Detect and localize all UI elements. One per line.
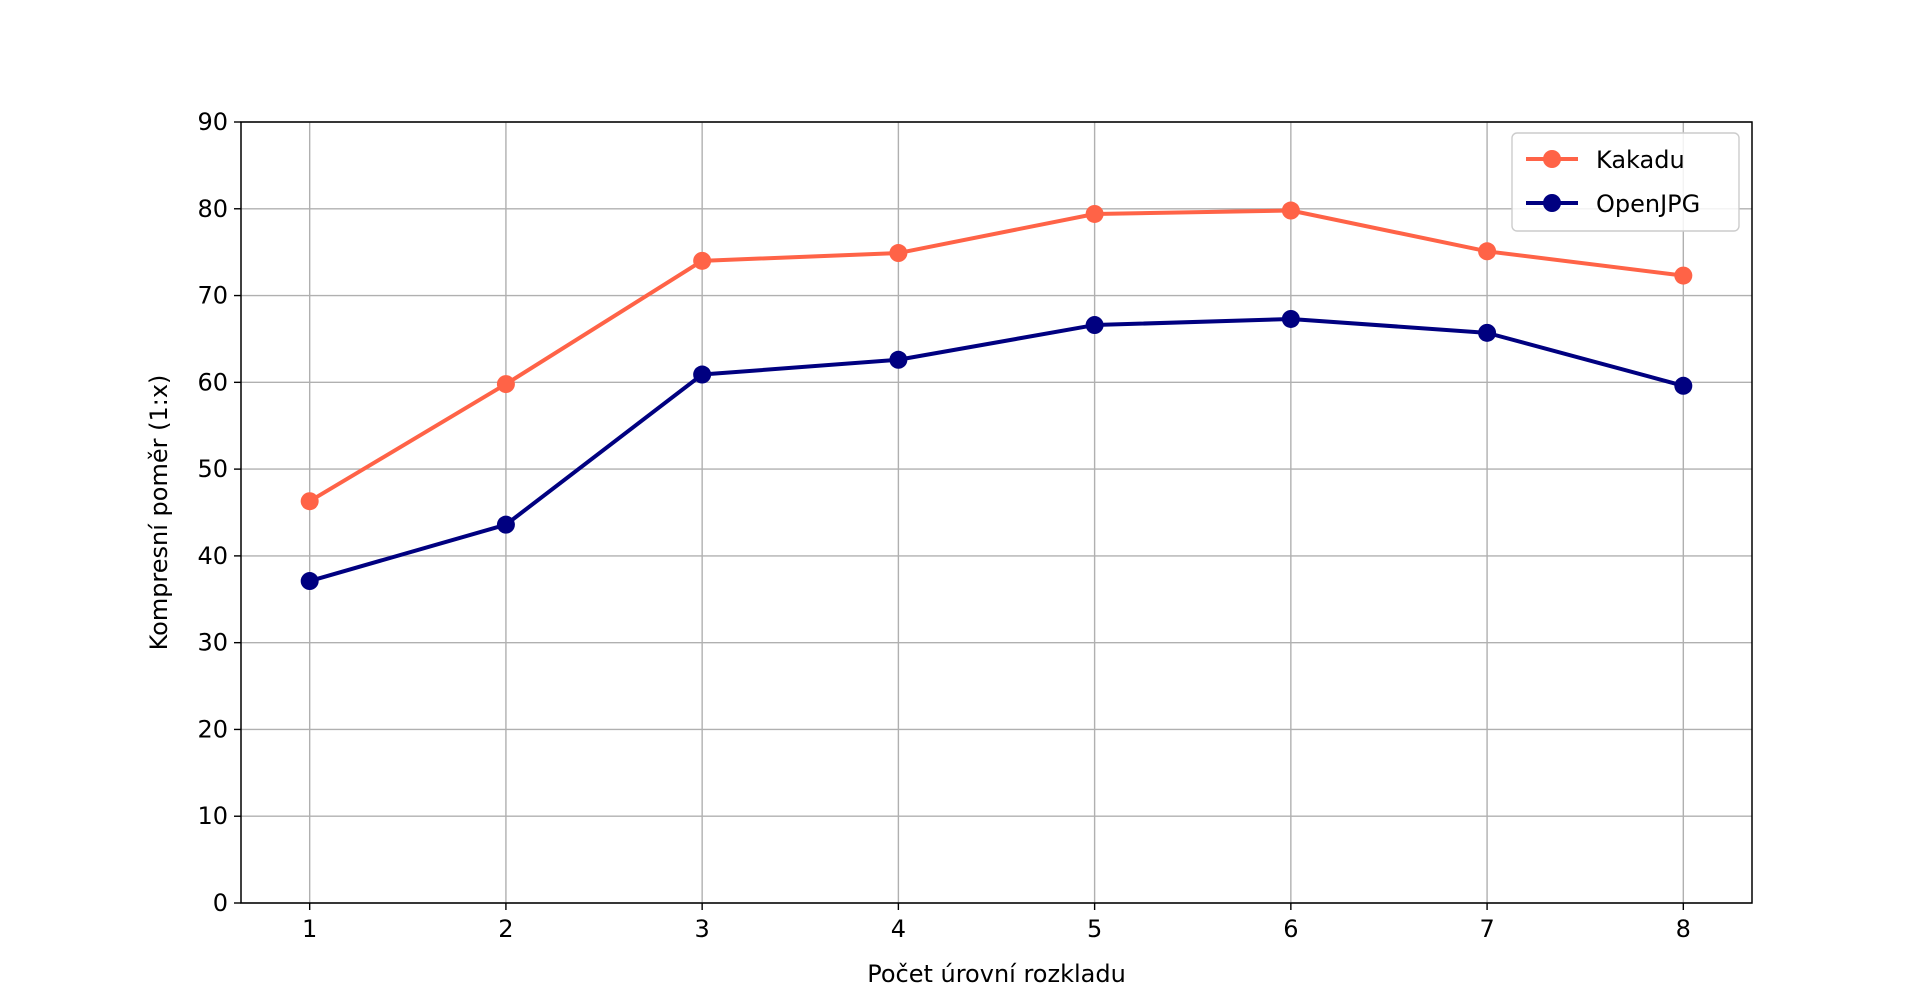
data-point — [1674, 376, 1693, 395]
data-point — [889, 244, 908, 263]
y-tick-label: 40 — [197, 542, 228, 570]
data-point — [496, 375, 515, 394]
y-tick-label: 70 — [197, 282, 228, 310]
y-tick-label: 80 — [197, 195, 228, 223]
legend-marker — [1543, 194, 1561, 212]
data-point — [1478, 242, 1497, 261]
y-tick-label: 60 — [197, 368, 228, 396]
x-tick-label: 2 — [498, 915, 513, 943]
y-tick-label: 90 — [197, 108, 228, 136]
x-tick-label: 8 — [1676, 915, 1691, 943]
data-point — [889, 350, 908, 369]
data-point — [1085, 316, 1104, 335]
data-point — [300, 572, 319, 591]
x-tick-label: 6 — [1283, 915, 1298, 943]
data-point — [1674, 266, 1693, 285]
legend: Kakadu OpenJPG — [1511, 132, 1740, 232]
data-point — [693, 251, 712, 270]
x-tick-label: 5 — [1087, 915, 1102, 943]
legend-item-kakadu: Kakadu — [1526, 146, 1685, 174]
x-tick-label: 3 — [695, 915, 710, 943]
x-tick-label: 4 — [891, 915, 906, 943]
legend-item-openjpg: OpenJPG — [1526, 190, 1700, 218]
series-line — [308, 208, 1684, 503]
y-tick-label: 20 — [197, 715, 228, 743]
y-tick-label: 50 — [197, 455, 228, 483]
y-tick-label: 30 — [197, 629, 228, 657]
x-tick-label: 1 — [302, 915, 317, 943]
series-line — [309, 316, 1684, 583]
data-point — [1478, 323, 1497, 342]
y-tick-label: 0 — [213, 889, 228, 917]
legend-label: OpenJPG — [1596, 190, 1700, 218]
data-point — [1281, 201, 1300, 220]
series-layer — [300, 201, 1693, 591]
data-point — [1085, 204, 1104, 223]
grid — [241, 121, 1752, 904]
y-tick-label: 10 — [197, 802, 228, 830]
legend-marker — [1543, 150, 1561, 168]
data-point — [496, 515, 515, 534]
data-point — [1281, 309, 1300, 328]
series-kakadu — [300, 201, 1693, 511]
x-tick-label: 7 — [1479, 915, 1494, 943]
legend-label: Kakadu — [1596, 146, 1685, 174]
x-axis-label: Počet úrovní rozkladu — [867, 960, 1126, 988]
data-point — [300, 492, 319, 511]
series-openjpg — [300, 309, 1693, 591]
plot-frame — [240, 121, 1753, 904]
data-point — [693, 365, 712, 384]
y-axis-label: Kompresní poměr (1:x) — [145, 375, 173, 651]
